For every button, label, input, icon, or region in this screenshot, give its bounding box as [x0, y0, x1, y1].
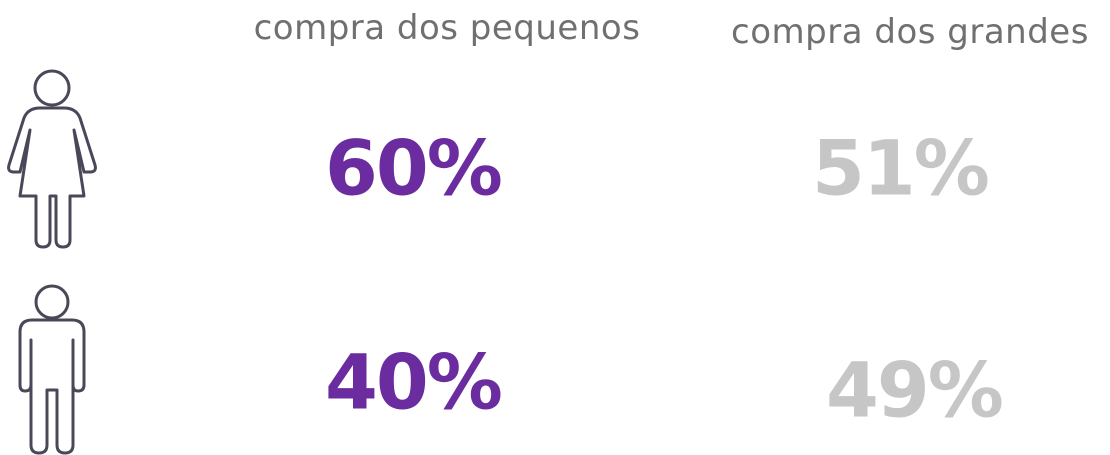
value: 49%: [826, 345, 1004, 435]
male-head: [34, 284, 70, 320]
female-head: [33, 69, 71, 107]
male-icon: [18, 284, 86, 455]
column-header: compra dos pequenos: [253, 8, 641, 48]
value: 51%: [812, 123, 990, 213]
column-header: compra dos grandes: [731, 12, 1089, 52]
female-body: [7, 106, 97, 249]
female-icon: [7, 69, 97, 249]
value: 60%: [325, 123, 503, 213]
icons: [7, 69, 97, 455]
male-body: [18, 318, 86, 455]
value: 40%: [325, 337, 503, 427]
